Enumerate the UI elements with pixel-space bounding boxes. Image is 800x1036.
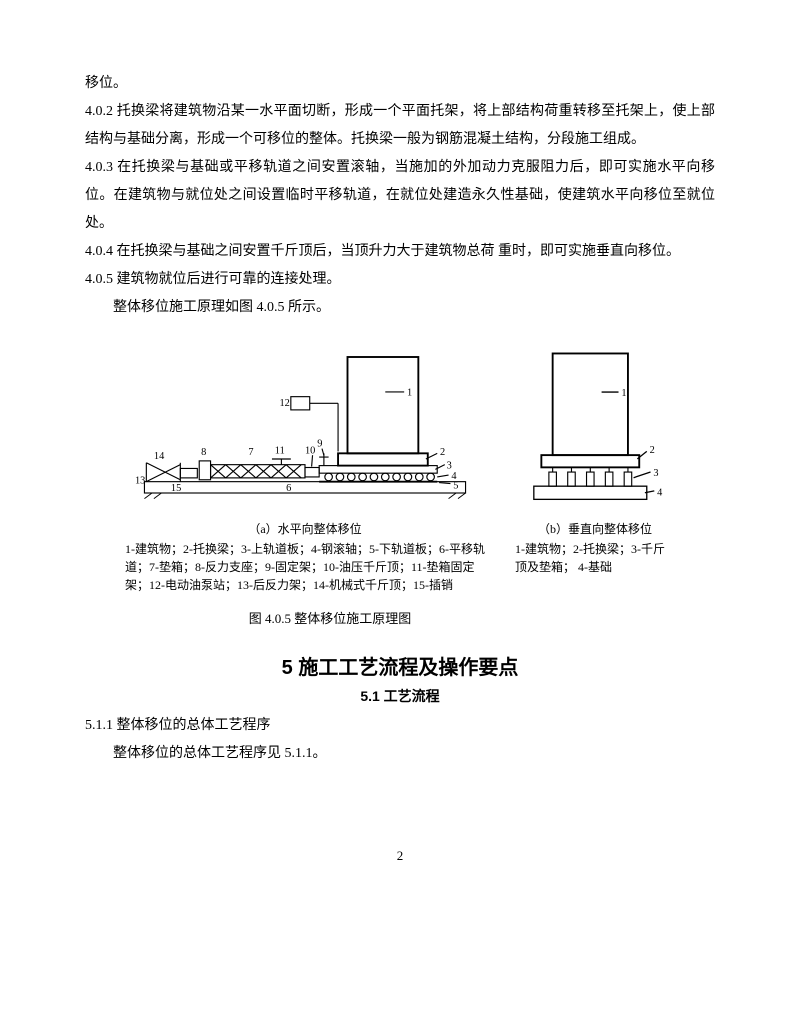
paragraph: 5.1.1 整体移位的总体工艺程序: [85, 712, 715, 740]
paragraph: 4.0.5 建筑物就位后进行可靠的连接处理。: [85, 266, 715, 294]
fig-label: 10: [305, 445, 315, 456]
fig-label: 2: [650, 445, 655, 456]
fig-label: 9: [317, 439, 322, 450]
fig-label: 1: [621, 388, 626, 399]
figure-b-subtitle: （b）垂直向整体移位: [515, 520, 675, 538]
fig-label: 4: [657, 488, 663, 499]
document-page: 移位。 4.0.2 托换梁将建筑物沿某一水平面切断，形成一个平面托架，将上部结构…: [0, 0, 800, 904]
fig-label: 13: [135, 476, 145, 487]
figure-a-subtitle: （a）水平向整体移位: [125, 520, 485, 538]
figure-b: 1 2 3 4: [515, 340, 675, 510]
figure-a-legend: 1-建筑物；2-托换梁；3-上轨道板；4-钢滚轴；5-下轨道板；6-平移轨道；7…: [125, 540, 485, 594]
section-5-title: 5 施工工艺流程及操作要点: [85, 651, 715, 680]
fig-label: 5: [453, 480, 458, 491]
fig-label: 8: [201, 447, 206, 458]
figure-a: 1 2 3 4 5 6 7 8 9 10 11 12 13 14: [125, 340, 485, 510]
fig-label: 6: [286, 483, 291, 494]
paragraph: 整体移位施工原理如图 4.0.5 所示。: [85, 294, 715, 322]
fig-label: 14: [154, 451, 165, 462]
fig-label: 15: [171, 483, 181, 494]
paragraph: 4.0.4 在托换梁与基础之间安置千斤顶后，当顶升力大于建筑物总荷 重时，即可实…: [85, 238, 715, 266]
paragraph: 4.0.3 在托换梁与基础或平移轨道之间安置滚轴，当施加的外加动力克服阻力后，即…: [85, 154, 715, 238]
paragraph: 4.0.2 托换梁将建筑物沿某一水平面切断，形成一个平面托架，将上部结构荷重转移…: [85, 98, 715, 154]
paragraph: 移位。: [85, 70, 715, 98]
figure-4-0-5: 1 2 3 4 5 6 7 8 9 10 11 12 13 14: [85, 340, 715, 627]
section-5-1-title: 5.1 工艺流程: [85, 686, 715, 706]
fig-label: 3: [653, 468, 658, 479]
figure-title: 图 4.0.5 整体移位施工原理图: [85, 608, 715, 627]
fig-label: 11: [275, 445, 285, 456]
paragraph: 整体移位的总体工艺程序见 5.1.1。: [85, 740, 715, 768]
page-number: 2: [85, 848, 715, 864]
fig-label: 12: [280, 398, 290, 409]
figure-b-legend: 1-建筑物；2-托换梁；3-千斤顶及垫箱； 4-基础: [515, 540, 675, 576]
fig-label: 3: [447, 460, 452, 471]
fig-label: 7: [248, 447, 253, 458]
fig-label: 2: [440, 447, 445, 458]
fig-label: 1: [407, 388, 412, 399]
